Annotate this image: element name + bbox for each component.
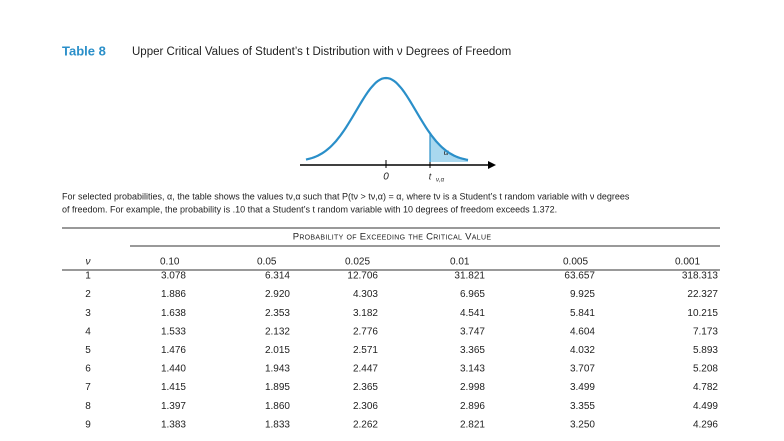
table-cell: 1.476 [161,345,186,356]
table-cell: 1.397 [161,401,186,412]
t-sub: ν,α [436,178,445,184]
curve [305,76,469,162]
column-header: 0.05 [257,257,277,268]
row-header: 7 [85,382,91,393]
table-cell: 318.313 [682,271,719,282]
table-cell: 2.776 [353,326,378,337]
table-cell: 1.833 [265,419,290,430]
table-cell: 2.998 [460,382,485,393]
row-header: 8 [85,401,91,412]
table-cell: 3.078 [161,271,186,282]
table-cell: 3.355 [570,401,595,412]
t-label: t [429,171,432,181]
table-cell: 3.747 [460,326,485,337]
table-label: Table 8 [62,43,106,58]
table-cell: 1.440 [161,364,186,375]
table-cell: 2.896 [460,401,485,412]
table-cell: 2.447 [353,364,378,375]
distribution-figure: 0 t ν,α α [300,76,496,184]
table-cell: 3.182 [353,308,378,319]
table-cell: 4.604 [570,326,595,337]
table-cell: 1.895 [265,382,290,393]
table-cell: 3.250 [570,419,595,430]
column-header: 0.025 [345,257,370,268]
description-line: For selected probabilities, α, the table… [62,191,630,201]
alpha-label: α [444,148,449,157]
column-header: ν [86,257,91,268]
table-cell: 5.208 [693,364,718,375]
table-cell: 4.541 [460,308,485,319]
table-cell: 6.314 [265,271,290,282]
column-header: 0.10 [160,257,180,268]
column-header: 0.005 [563,257,588,268]
table-cell: 3.707 [570,364,595,375]
table-cell: 4.032 [570,345,595,356]
table-cell: 6.965 [460,289,485,300]
table-cell: 1.638 [161,308,186,319]
row-header: 5 [85,345,91,356]
table-cell: 1.383 [161,419,186,430]
zero-label: 0 [383,172,389,183]
table-cell: 2.920 [265,289,290,300]
table-cell: 2.015 [265,345,290,356]
table-cell: 2.571 [353,345,378,356]
table-cell: 1.860 [265,401,290,412]
table-body: ν 0.10 0.05 0.025 0.01 0.005 0.001 1 3.078 6.314 1… [85,257,718,431]
axis-arrow [488,161,496,169]
table-cell: 12.706 [347,271,378,282]
table-cell: 9.925 [570,289,595,300]
row-header: 4 [85,326,91,337]
table-cell: 2.821 [460,419,485,430]
table-cell: 2.262 [353,419,378,430]
row-header: 2 [85,289,91,300]
table-cell: 2.365 [353,382,378,393]
column-header: 0.01 [450,257,470,268]
table-cell: 1.415 [161,382,186,393]
description-line: of freedom. For example, the probability… [62,204,557,214]
table-cell: 2.306 [353,401,378,412]
table-cell: 2.353 [265,308,290,319]
table-cell: 3.365 [460,345,485,356]
column-header: 0.001 [675,257,700,268]
table-title: Upper Critical Values of Student’s t Dis… [132,46,511,58]
table-cell: 1.943 [265,364,290,375]
table-cell: 4.782 [693,382,718,393]
row-header: 1 [85,271,91,282]
table-cell: 22.327 [687,289,718,300]
table-cell: 7.173 [693,326,718,337]
table-cell: 3.143 [460,364,485,375]
table-cell: 4.296 [693,419,718,430]
table-cell: 5.893 [693,345,718,356]
row-header: 6 [85,364,91,375]
table-cell: 4.303 [353,289,378,300]
table-cell: 1.533 [161,326,186,337]
table-cell: 4.499 [693,401,718,412]
row-header: 3 [85,308,91,319]
table-cell: 31.821 [454,271,485,282]
tail-area [430,133,468,162]
table-cell: 10.215 [687,308,718,319]
table-cell: 2.132 [265,326,290,337]
table-cell: 5.841 [570,308,595,319]
table-cell: 63.657 [564,271,595,282]
table-cell: 1.886 [161,289,186,300]
table-cell: 3.499 [570,382,595,393]
row-header: 9 [85,419,91,430]
table-caption: Probability of Exceeding the Critical Va… [293,232,492,243]
